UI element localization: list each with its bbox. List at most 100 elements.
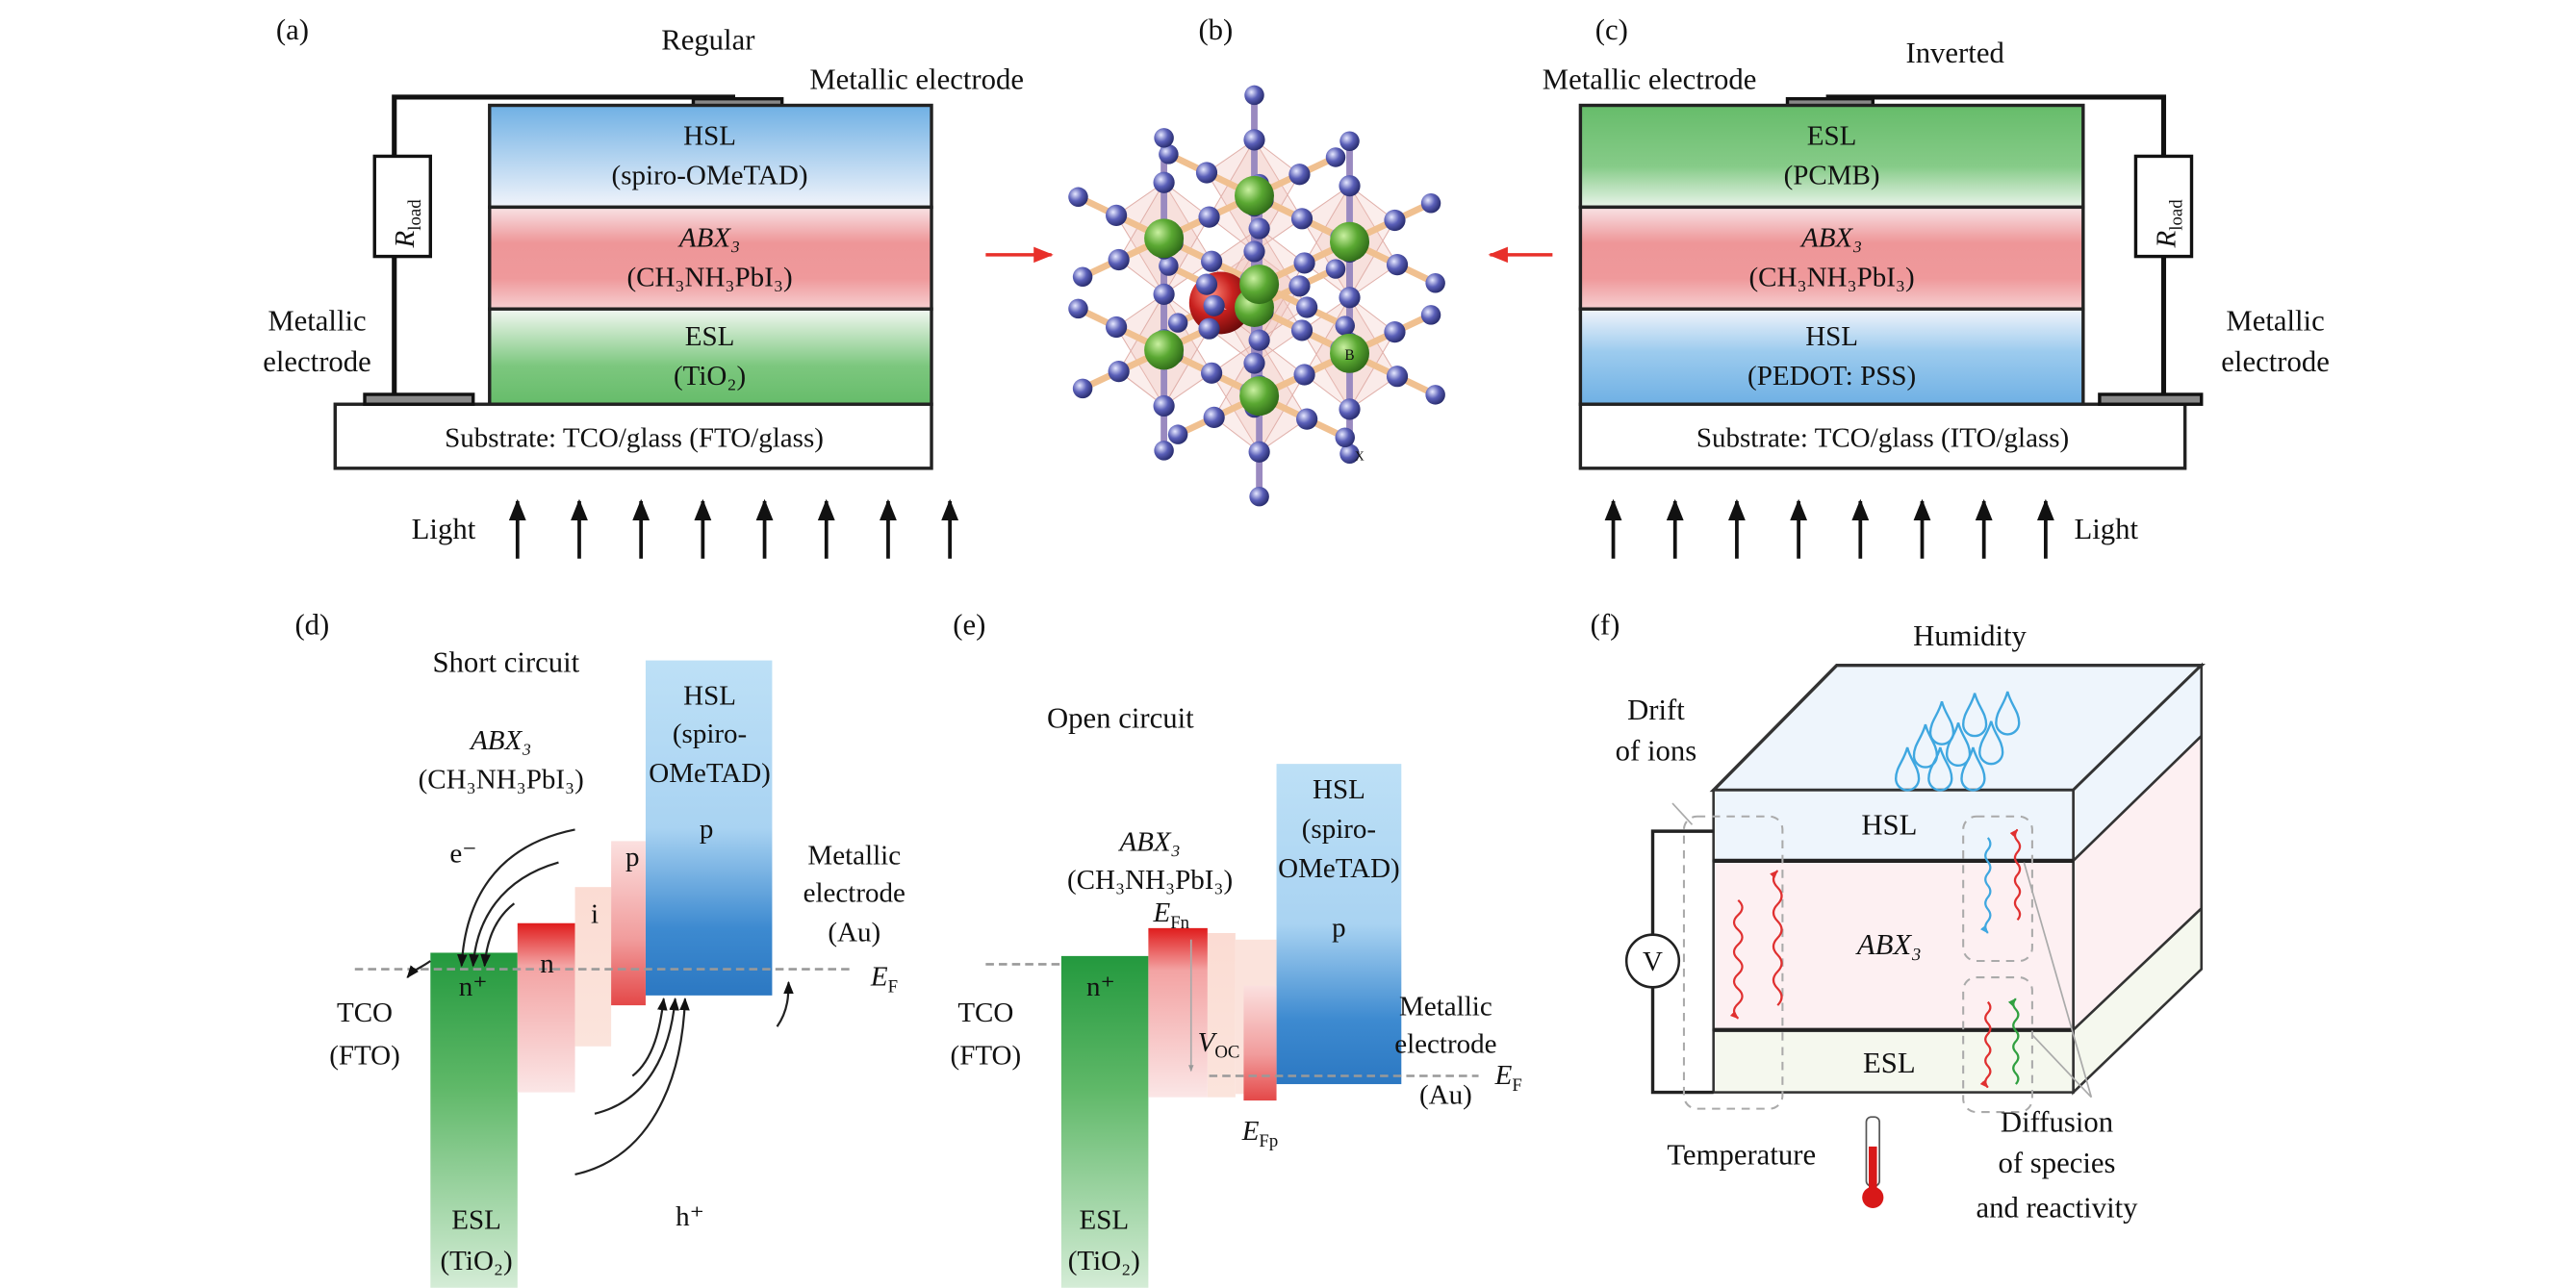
- x-site-atom: [1420, 193, 1441, 214]
- light-label: Light: [2074, 513, 2138, 545]
- x-site-atom: [1198, 317, 1220, 340]
- panel-a-regular-device: (a) Regular Metallic electrode HSL (spir…: [263, 13, 1054, 559]
- x-site-atom: [1195, 162, 1218, 184]
- species-diffusion-arrow-red: [2009, 828, 2022, 922]
- species-diffusion-arrow-green: [2007, 998, 2020, 1085]
- p-label: p: [625, 842, 640, 872]
- abx-n-band: [517, 922, 575, 1093]
- panel-f-label: (f): [1591, 608, 1620, 641]
- voltmeter-icon: [1624, 933, 1681, 989]
- panel-f-degradation-factors: (f) Humidity HSL ABX₃ ESL V Drift of ion…: [1591, 608, 2206, 1224]
- x-site-atom: [1386, 254, 1409, 276]
- x-site-atom: [1339, 175, 1361, 197]
- species-diffusion-arrow-red: [1979, 1000, 1992, 1089]
- panel-a-title: Regular: [661, 23, 754, 56]
- x-site-atom: [1153, 171, 1175, 193]
- i-label: i: [591, 899, 599, 930]
- x-site-atom: [1325, 147, 1346, 167]
- water-drop-icon: [1928, 700, 1955, 745]
- panel-d-title: Short circuit: [432, 646, 579, 679]
- ion-drift-arrow-up: [1770, 870, 1783, 1006]
- panel-d-label: (d): [294, 608, 329, 641]
- b-site-atom: [1330, 221, 1370, 262]
- x-site-atom: [1296, 296, 1318, 318]
- abx-efp-band: [1243, 985, 1277, 1101]
- metal-electrode-label-1: Metallic: [807, 840, 901, 871]
- hole-label: h⁺: [676, 1201, 704, 1232]
- fermi-level-label: EF: [1494, 1060, 1522, 1096]
- efp-label: EFp: [1241, 1116, 1279, 1151]
- hsl-label: HSL: [1805, 321, 1858, 352]
- x-site-label: X: [1355, 449, 1365, 464]
- hsl-label: HSL: [683, 681, 736, 712]
- efn-label: EFn: [1153, 897, 1190, 933]
- drift-label-2: of ions: [1616, 735, 1696, 768]
- panel-c-title: Inverted: [1905, 37, 2003, 69]
- hsl-material-1: (spiro-: [673, 719, 747, 749]
- abx-material: (CH₃NH₃PbI₃): [1749, 262, 1915, 292]
- substrate-label: Substrate: TCO/glass (FTO/glass): [445, 423, 824, 454]
- x-site-atom: [1288, 164, 1311, 186]
- cube-front-esl: [1712, 1028, 2075, 1094]
- abx-label: ABX₃: [1117, 827, 1180, 858]
- fermi-level-label: EF: [870, 962, 898, 998]
- x-site-atom: [1072, 378, 1093, 399]
- metal-electrode-label-3: (Au): [828, 918, 880, 948]
- substrate: [333, 402, 933, 470]
- diffusion-leader-line-2: [2031, 1034, 2092, 1099]
- hsl-label: HSL: [1313, 774, 1365, 805]
- water-drop-icon: [1995, 691, 2021, 736]
- esl-band: [430, 952, 518, 1288]
- b-site-atom: [1239, 376, 1280, 417]
- esl-label: ESL: [1863, 1047, 1916, 1079]
- x-site-atom: [1072, 266, 1093, 287]
- x-site-atom: [1105, 316, 1128, 339]
- esl-layer: [488, 307, 933, 406]
- b-site-atom: [1144, 218, 1185, 259]
- bottom-electrode-pad: [2098, 392, 2204, 406]
- hsl-band: [645, 660, 773, 996]
- thermometer-icon: [1862, 1116, 1884, 1208]
- voc-label: VOC: [1198, 1027, 1240, 1063]
- diffusion-label-2: of species: [1999, 1147, 2116, 1179]
- water-drop-icon: [1961, 693, 1988, 738]
- x-site-atom: [1386, 366, 1409, 388]
- b-site-label: B: [1344, 347, 1354, 364]
- x-site-atom: [1068, 298, 1088, 319]
- diffusion-leader-line-1: [2023, 862, 2093, 1098]
- x-site-atom: [1248, 441, 1270, 463]
- side-electrode-label-2: electrode: [2221, 345, 2330, 378]
- metal-electrode-label-3: (Au): [1419, 1080, 1472, 1111]
- abx-i-band: [574, 887, 612, 1047]
- hsl-label: HSL: [683, 120, 736, 151]
- x-site-atom: [1243, 240, 1265, 263]
- x-site-atom: [1244, 85, 1264, 106]
- x-site-atom: [1325, 259, 1346, 279]
- x-site-atom: [1420, 305, 1441, 325]
- x-site-atom: [1198, 206, 1220, 228]
- metal-electrode-label-1: Metallic: [1399, 991, 1492, 1022]
- load-resistor: [2133, 154, 2194, 259]
- abx-label: ABX₃: [1799, 222, 1862, 253]
- humidity-label: Humidity: [1913, 619, 2027, 652]
- panel-c-inverted-device: (c) Inverted Metallic electrode ESL (PCM…: [1488, 13, 2330, 559]
- x-site-atom: [1201, 362, 1223, 384]
- hsl-material: (spiro-OMeTAD): [612, 160, 808, 190]
- abx-label: ABX₃: [677, 222, 740, 253]
- panel-e-title: Open circuit: [1047, 702, 1194, 735]
- esl-label: ESL: [1807, 120, 1857, 151]
- temperature-label: Temperature: [1667, 1139, 1816, 1172]
- panel-b-crystal-structure: (b) ABX: [1068, 13, 1445, 507]
- b-site-atom: [1235, 175, 1274, 215]
- hsl-material-2: OMeTAD): [649, 758, 771, 789]
- x-site-atom: [1108, 248, 1130, 271]
- x-site-atom: [1159, 144, 1179, 164]
- b-site-atom: [1144, 330, 1185, 370]
- voltmeter-label: V: [1643, 947, 1663, 977]
- x-site-atom: [1290, 208, 1314, 230]
- x-site-atom: [1154, 128, 1174, 148]
- x-site-atom: [1108, 360, 1130, 383]
- x-site-atom: [1339, 287, 1361, 309]
- abx-label: ABX₃: [1855, 928, 1922, 961]
- esl-label: ESL: [1079, 1204, 1129, 1235]
